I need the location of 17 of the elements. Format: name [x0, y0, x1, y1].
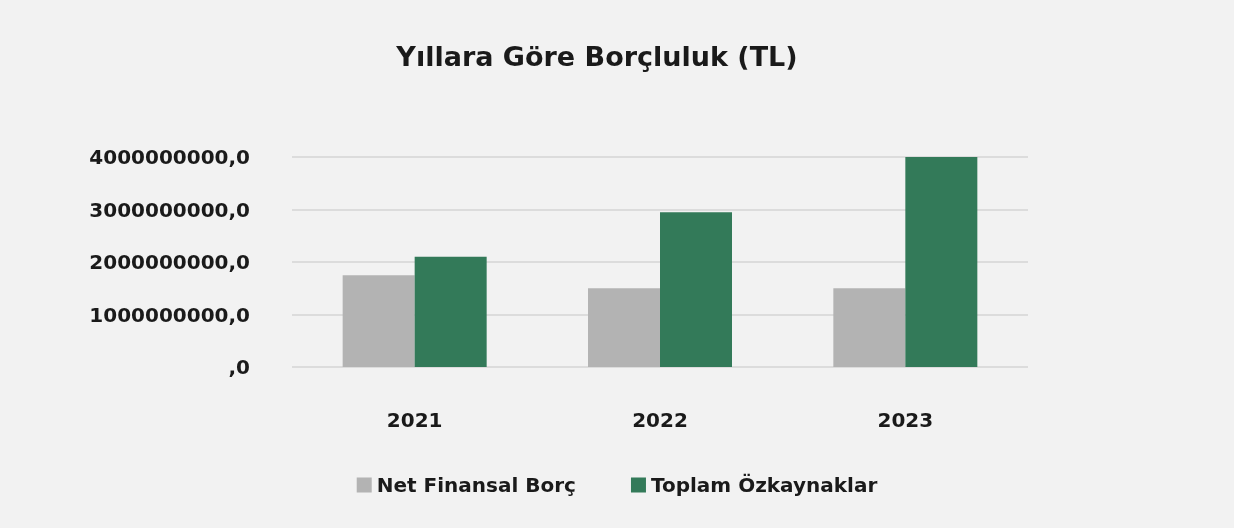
- y-tick-label: ,0: [228, 355, 250, 379]
- chart-title: Yıllara Göre Borçluluk (TL): [395, 41, 798, 72]
- x-tick-label: 2023: [877, 408, 934, 432]
- bar: [342, 275, 415, 367]
- legend-label: Toplam Özkaynaklar: [650, 473, 878, 497]
- y-tick-label: 4000000000,0: [89, 145, 250, 169]
- y-tick-label: 3000000000,0: [89, 197, 250, 222]
- bar: [414, 256, 487, 367]
- bar: [588, 288, 660, 367]
- x-tick-label: 2021: [386, 408, 443, 432]
- bar: [833, 288, 906, 367]
- y-tick-label: 1000000000,0: [89, 302, 250, 327]
- y-tick-label: 2000000000,0: [89, 250, 250, 274]
- legend-label: Net Finansal Borç: [376, 473, 576, 497]
- bar: [905, 157, 978, 367]
- x-tick-label: 2022: [632, 408, 688, 432]
- bar: [660, 212, 732, 367]
